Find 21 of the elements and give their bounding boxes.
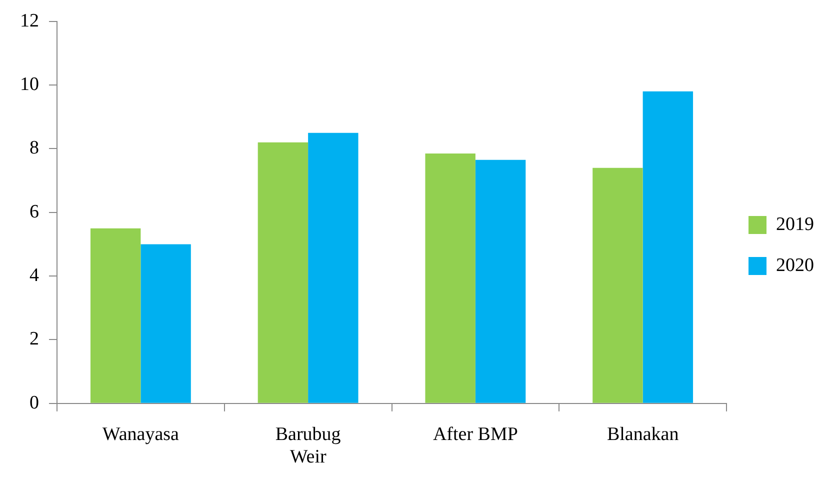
bar bbox=[140, 244, 191, 403]
y-tick-label: 8 bbox=[30, 138, 39, 159]
bar bbox=[642, 91, 694, 403]
bar bbox=[308, 132, 358, 403]
bar bbox=[425, 154, 476, 403]
x-tick-label: Blanakan bbox=[606, 424, 680, 445]
y-tick-label: 4 bbox=[30, 265, 40, 286]
y-tick-label: 10 bbox=[20, 74, 39, 96]
bar bbox=[592, 168, 643, 403]
legend-label: 2019 bbox=[776, 214, 814, 235]
bar bbox=[475, 160, 526, 403]
x-tick-label: After BMP bbox=[432, 424, 518, 445]
bar bbox=[90, 228, 141, 403]
bar bbox=[258, 142, 308, 403]
x-tick-label: Barubug Weir bbox=[275, 424, 342, 468]
y-tick-label: 2 bbox=[30, 328, 39, 350]
legend-label: 2020 bbox=[776, 254, 814, 276]
y-tick-label: 0 bbox=[30, 392, 39, 414]
y-tick-label: 6 bbox=[30, 201, 39, 222]
x-tick-label: Wanayasa bbox=[102, 424, 180, 445]
y-tick-label: 12 bbox=[20, 10, 39, 32]
